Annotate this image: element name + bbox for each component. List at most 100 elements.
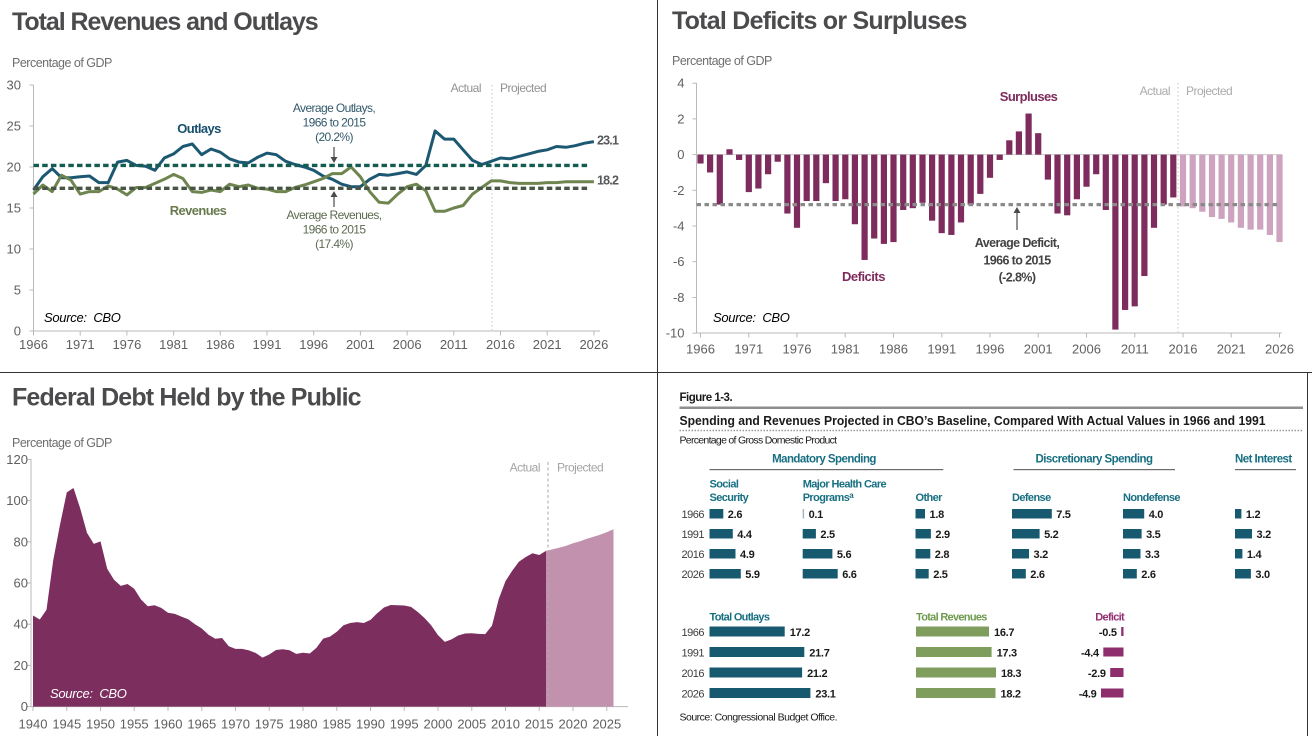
svg-text:17.3: 17.3: [997, 647, 1017, 659]
svg-text:1966 to 2015: 1966 to 2015: [303, 223, 367, 237]
svg-text:Social: Social: [710, 479, 739, 491]
svg-text:Major Health Care: Major Health Care: [803, 479, 887, 491]
svg-text:(20.2%): (20.2%): [315, 130, 353, 144]
svg-text:2.6: 2.6: [728, 509, 743, 521]
svg-text:2.6: 2.6: [1030, 569, 1045, 581]
svg-text:21.2: 21.2: [807, 668, 827, 680]
svg-text:-2: -2: [673, 183, 685, 198]
svg-text:25: 25: [7, 119, 21, 134]
svg-text:-4: -4: [673, 219, 685, 234]
svg-text:2.9: 2.9: [935, 529, 950, 541]
svg-text:2026: 2026: [682, 688, 705, 700]
svg-text:1990: 1990: [356, 717, 385, 732]
svg-text:2011: 2011: [1121, 342, 1149, 357]
svg-text:18.2: 18.2: [597, 174, 619, 188]
svg-text:Total Revenues: Total Revenues: [916, 612, 987, 624]
svg-text:1950: 1950: [86, 717, 115, 732]
svg-text:18.3: 18.3: [1001, 668, 1021, 680]
svg-text:0: 0: [677, 147, 684, 162]
svg-text:-2.9: -2.9: [1088, 668, 1106, 680]
svg-text:3.2: 3.2: [1257, 529, 1272, 541]
svg-text:1966: 1966: [19, 337, 48, 352]
svg-text:Total Outlays: Total Outlays: [710, 612, 770, 624]
svg-text:Actual: Actual: [451, 81, 481, 95]
svg-text:3.5: 3.5: [1146, 529, 1161, 541]
svg-text:Mandatory Spending: Mandatory Spending: [772, 454, 876, 466]
svg-text:2025: 2025: [592, 717, 621, 732]
svg-text:1991: 1991: [253, 337, 282, 352]
svg-text:20: 20: [14, 658, 28, 673]
svg-text:Projected: Projected: [1186, 84, 1232, 98]
svg-text:2: 2: [677, 111, 684, 126]
svg-text:1971: 1971: [734, 342, 763, 357]
svg-text:120: 120: [6, 452, 28, 467]
svg-text:1985: 1985: [322, 717, 351, 732]
svg-text:Projected: Projected: [557, 461, 603, 475]
svg-text:1995: 1995: [390, 717, 419, 732]
svg-text:-10: -10: [666, 326, 685, 341]
svg-text:Actual: Actual: [510, 461, 540, 475]
svg-text:1981: 1981: [159, 337, 188, 352]
svg-text:0.1: 0.1: [809, 509, 824, 521]
svg-text:Source: CBO: Source: CBO: [713, 310, 790, 325]
svg-text:7.5: 7.5: [1056, 509, 1071, 521]
svg-text:-0.5: -0.5: [1099, 627, 1117, 639]
svg-text:5.6: 5.6: [837, 549, 852, 561]
svg-text:23.1: 23.1: [815, 688, 835, 700]
svg-text:Defense: Defense: [1012, 492, 1051, 504]
svg-text:0: 0: [21, 699, 28, 714]
svg-text:4.0: 4.0: [1149, 509, 1164, 521]
svg-text:Deficit: Deficit: [1095, 612, 1125, 624]
svg-text:1996: 1996: [299, 337, 328, 352]
svg-text:1991: 1991: [927, 342, 956, 357]
svg-text:Outlays: Outlays: [177, 121, 221, 136]
svg-text:0: 0: [14, 324, 21, 339]
svg-text:Percentage of GDP: Percentage of GDP: [12, 56, 112, 70]
svg-text:-6: -6: [673, 254, 685, 269]
svg-text:20: 20: [7, 160, 21, 175]
svg-text:2011: 2011: [440, 337, 468, 352]
svg-text:Percentage of Gross Domestic P: Percentage of Gross Domestic Product: [680, 435, 838, 447]
svg-text:Actual: Actual: [1140, 84, 1170, 98]
svg-text:2026: 2026: [1265, 342, 1294, 357]
svg-text:Security: Security: [710, 492, 750, 504]
svg-text:2.6: 2.6: [1141, 569, 1156, 581]
svg-text:1.4: 1.4: [1247, 549, 1263, 561]
svg-text:5.2: 5.2: [1044, 529, 1059, 541]
svg-text:Figure 1-3.: Figure 1-3.: [680, 392, 733, 404]
svg-text:2001: 2001: [1024, 342, 1053, 357]
svg-text:23.1: 23.1: [597, 134, 619, 148]
svg-text:2.5: 2.5: [933, 569, 948, 581]
svg-text:Net Interest: Net Interest: [1235, 454, 1292, 466]
svg-text:1940: 1940: [19, 717, 48, 732]
svg-text:2005: 2005: [457, 717, 486, 732]
svg-text:Percentage of GDP: Percentage of GDP: [12, 436, 112, 450]
svg-text:Discretionary Spending: Discretionary Spending: [1036, 454, 1154, 466]
svg-text:2016: 2016: [682, 668, 705, 680]
svg-text:-8: -8: [673, 290, 685, 305]
svg-text:1991: 1991: [682, 647, 705, 659]
svg-text:1970: 1970: [221, 717, 250, 732]
svg-text:2026: 2026: [579, 337, 608, 352]
svg-text:1960: 1960: [154, 717, 183, 732]
svg-text:5.9: 5.9: [745, 569, 760, 581]
svg-text:100: 100: [6, 493, 28, 508]
svg-text:2021: 2021: [533, 337, 562, 352]
svg-text:2016: 2016: [682, 549, 705, 561]
svg-text:1966: 1966: [682, 627, 705, 639]
svg-text:40: 40: [14, 617, 28, 632]
svg-text:4: 4: [677, 76, 684, 91]
svg-text:1966: 1966: [682, 509, 705, 521]
svg-text:1955: 1955: [120, 717, 149, 732]
svg-text:2.5: 2.5: [820, 529, 835, 541]
svg-text:2000: 2000: [424, 717, 453, 732]
svg-text:Percentage of GDP: Percentage of GDP: [672, 54, 772, 68]
svg-text:(-2.8%): (-2.8%): [999, 271, 1036, 285]
svg-text:2001: 2001: [346, 337, 375, 352]
svg-text:Source: CBO: Source: CBO: [50, 686, 127, 701]
svg-text:1981: 1981: [831, 342, 860, 357]
svg-text:2016: 2016: [486, 337, 515, 352]
svg-text:1.8: 1.8: [930, 509, 945, 521]
svg-text:21.7: 21.7: [809, 647, 829, 659]
svg-text:2021: 2021: [1217, 342, 1246, 357]
